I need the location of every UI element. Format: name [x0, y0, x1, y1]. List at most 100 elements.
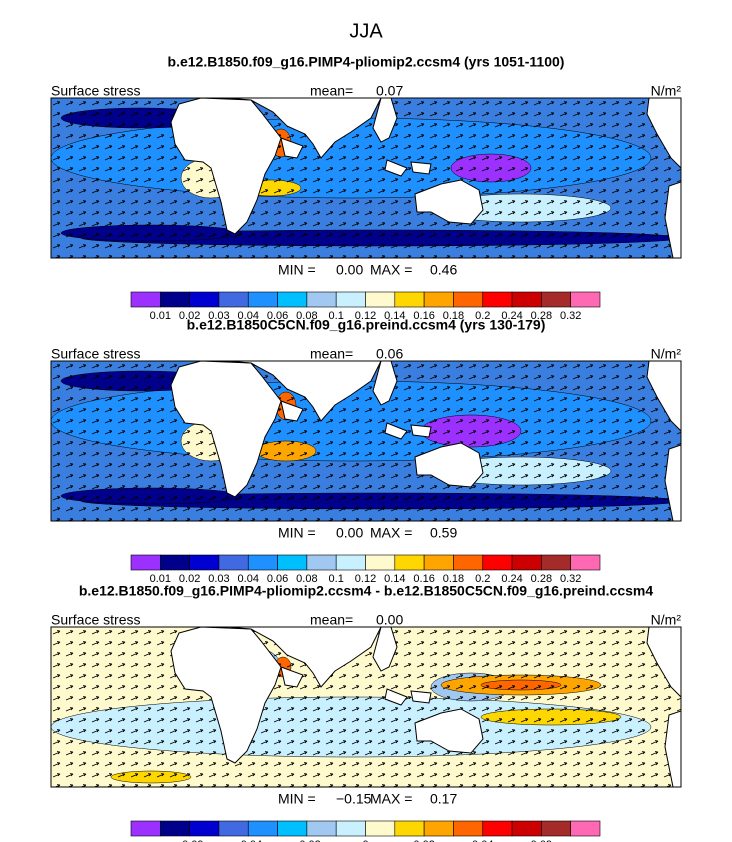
colorbar-label: 0.14	[384, 310, 405, 322]
colorbar-label: 0.08	[296, 573, 317, 585]
max-value: 0.17	[430, 791, 457, 807]
min-label: MIN =	[278, 525, 316, 541]
min-value: −0.15	[336, 791, 372, 807]
max-label: MAX =	[370, 525, 412, 541]
colorbar-box	[306, 554, 337, 571]
colorbar-box	[541, 554, 571, 571]
colorbar-label: 0.04	[238, 310, 259, 322]
map-frame	[50, 360, 682, 522]
colorbar-label: 0.16	[413, 310, 434, 322]
colorbar-box	[541, 820, 571, 837]
colorbar-label: 0.01	[150, 310, 171, 322]
colorbar-label: 0.32	[560, 310, 581, 322]
colorbar-label: 0.16	[413, 573, 434, 585]
colorbar-label: 0	[362, 839, 368, 842]
colorbar-box	[130, 291, 161, 308]
units: N/m²	[651, 346, 682, 362]
colorbar-label: 0.02	[413, 839, 434, 842]
colorbar-box	[423, 554, 454, 571]
wind-vectors	[51, 361, 681, 521]
map	[50, 97, 682, 259]
colorbar-label: −0.02	[293, 839, 321, 842]
colorbar-label: 0.04	[238, 573, 259, 585]
colorbar-box	[394, 820, 425, 837]
colorbar-box	[160, 291, 190, 308]
colorbar-box	[247, 554, 278, 571]
colorbar-label: 0.01	[150, 573, 171, 585]
colorbar-box	[160, 820, 190, 837]
figure-title: JJA	[349, 20, 383, 42]
colorbar-box	[423, 820, 454, 837]
wind-vectors	[51, 98, 681, 258]
panel-title: b.e12.B1850.f09_g16.PIMP4-pliomip2.ccsm4…	[168, 54, 565, 70]
colorbar-box	[394, 554, 425, 571]
colorbar-label: 0.28	[531, 310, 552, 322]
map-frame	[50, 626, 682, 788]
colorbar-box	[365, 820, 396, 837]
colorbar-box	[394, 291, 425, 308]
colorbar-label: 0.06	[267, 310, 288, 322]
colorbar-label: 0.02	[179, 310, 200, 322]
colorbar-box	[570, 291, 601, 308]
colorbar-label: 0.12	[355, 310, 376, 322]
colorbar-label: 0.03	[208, 310, 229, 322]
colorbar-box	[335, 820, 366, 837]
max-value: 0.59	[430, 525, 457, 541]
mean-label: mean=	[310, 83, 353, 99]
panel-label: Surface stress	[51, 612, 140, 628]
colorbar-box	[511, 820, 542, 837]
colorbar-box	[541, 291, 571, 308]
map-field	[51, 627, 681, 787]
colorbar-box	[189, 820, 220, 837]
colorbar-box	[130, 554, 161, 571]
colorbar-box	[247, 820, 278, 837]
mean-value: 0.06	[376, 346, 403, 362]
colorbar-label: 0.06	[267, 573, 288, 585]
min-label: MIN =	[278, 791, 316, 807]
colorbar-label: 0.24	[501, 573, 522, 585]
colorbar-label: 0.1	[329, 573, 344, 585]
colorbar-label: 0.12	[355, 573, 376, 585]
colorbar-label: 0.32	[560, 573, 581, 585]
colorbar-box	[453, 554, 484, 571]
colorbar-box	[247, 291, 278, 308]
colorbar-box	[570, 820, 601, 837]
map-frame	[50, 97, 682, 259]
colorbar-label: 0.02	[179, 573, 200, 585]
colorbar-box	[570, 554, 601, 571]
colorbar-box	[218, 554, 249, 571]
colorbar-box	[277, 820, 308, 837]
panel-title: b.e12.B1850C5CN.f09_g16.preind.ccsm4 (yr…	[187, 317, 546, 333]
max-label: MAX =	[370, 791, 412, 807]
panel-label: Surface stress	[51, 346, 140, 362]
map	[50, 360, 682, 522]
colorbar-box	[130, 820, 161, 837]
min-value: 0.00	[336, 262, 363, 278]
colorbar-box	[453, 291, 484, 308]
colorbar-box	[511, 291, 542, 308]
colorbar-box	[277, 554, 308, 571]
panel-label: Surface stress	[51, 83, 140, 99]
map-field	[51, 361, 681, 521]
colorbar-box	[511, 554, 542, 571]
colorbar-label: −0.04	[234, 839, 262, 842]
colorbar-label: −0.09	[176, 839, 204, 842]
colorbar-box	[189, 554, 220, 571]
colorbar-box	[335, 291, 366, 308]
colorbar-box	[306, 820, 337, 837]
colorbar-label: 0.24	[501, 310, 522, 322]
map-field	[51, 98, 681, 258]
min-value: 0.00	[336, 525, 363, 541]
colorbar-box	[453, 820, 484, 837]
colorbar-label: 0.03	[208, 573, 229, 585]
colorbar-box	[218, 820, 249, 837]
max-value: 0.46	[430, 262, 457, 278]
colorbar-label: 0.14	[384, 573, 405, 585]
panel-title: b.e12.B1850.f09_g16.PIMP4-pliomip2.ccsm4…	[79, 583, 653, 599]
colorbar-box	[482, 291, 513, 308]
units: N/m²	[651, 83, 682, 99]
colorbar-box	[189, 291, 220, 308]
colorbar-box	[218, 291, 249, 308]
colorbar-box	[277, 291, 308, 308]
